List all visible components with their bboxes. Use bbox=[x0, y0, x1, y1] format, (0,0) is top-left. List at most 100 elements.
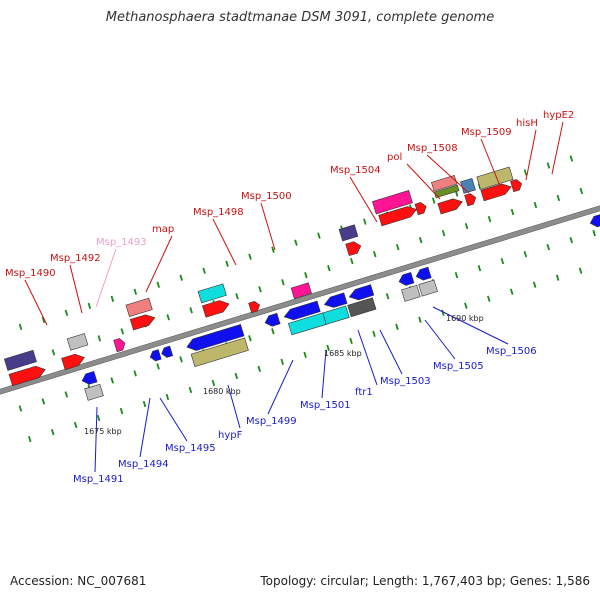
gene-cyan[interactable] bbox=[322, 305, 350, 325]
gene-steel[interactable] bbox=[460, 178, 476, 194]
gene-red[interactable] bbox=[414, 201, 428, 216]
gene-label-leader bbox=[321, 349, 327, 399]
scale-tick bbox=[510, 208, 515, 216]
gene-label-msp_1508[interactable]: Msp_1508 bbox=[407, 143, 458, 154]
gene-blue[interactable] bbox=[323, 292, 348, 310]
gene-gray[interactable] bbox=[66, 333, 89, 351]
gene-gray[interactable] bbox=[84, 383, 104, 401]
gene-blue[interactable] bbox=[397, 272, 415, 287]
gene-pink[interactable] bbox=[372, 190, 413, 215]
gene-dark[interactable] bbox=[347, 297, 377, 318]
gene-blue[interactable] bbox=[415, 266, 432, 282]
scale-tick bbox=[41, 316, 46, 323]
gene-red[interactable] bbox=[202, 298, 230, 318]
scale-tick bbox=[349, 337, 353, 344]
gene-label-msp_1509[interactable]: Msp_1509 bbox=[461, 127, 512, 138]
scale-tick bbox=[87, 302, 92, 309]
gene-label-leader bbox=[480, 138, 501, 187]
scale-tick bbox=[142, 400, 147, 408]
scale-tick bbox=[509, 288, 514, 295]
scale-tick bbox=[211, 379, 216, 387]
gene-cyan[interactable] bbox=[197, 283, 227, 304]
scale-label: 1690 kbp bbox=[446, 314, 484, 323]
gene-label-msp_1492[interactable]: Msp_1492 bbox=[50, 253, 101, 264]
scale-tick bbox=[51, 349, 56, 356]
gene-salmon[interactable] bbox=[125, 297, 153, 317]
scale-tick bbox=[418, 236, 423, 244]
gene-blue[interactable] bbox=[348, 284, 375, 303]
gene-label-msp_1503[interactable]: Msp_1503 bbox=[380, 376, 431, 387]
gene-label-leader bbox=[24, 279, 48, 326]
gene-label-map[interactable]: map bbox=[152, 224, 174, 235]
gene-red[interactable] bbox=[480, 182, 513, 202]
scale-tick bbox=[280, 358, 284, 366]
scale-tick bbox=[555, 274, 560, 281]
gene-label-leader bbox=[406, 163, 441, 200]
gene-red[interactable] bbox=[61, 352, 87, 371]
gene-blue[interactable] bbox=[589, 213, 600, 229]
gene-pink[interactable] bbox=[290, 282, 312, 299]
gene-blue[interactable] bbox=[149, 349, 162, 362]
scale-tick bbox=[248, 253, 252, 260]
gene-label-leader bbox=[145, 235, 173, 293]
gene-gray[interactable] bbox=[418, 279, 438, 297]
gene-label-ftr1[interactable]: ftr1 bbox=[355, 387, 373, 398]
gene-red[interactable] bbox=[248, 300, 261, 314]
scale-tick bbox=[294, 239, 298, 246]
scale-tick bbox=[372, 330, 376, 337]
gene-red[interactable] bbox=[464, 192, 478, 207]
gene-red[interactable] bbox=[8, 364, 47, 387]
gene-blue[interactable] bbox=[283, 300, 321, 322]
scale-tick bbox=[41, 398, 46, 405]
scale-tick bbox=[179, 274, 183, 281]
gene-label-msp_1499[interactable]: Msp_1499 bbox=[246, 416, 297, 427]
gene-label-hish[interactable]: hisH bbox=[516, 118, 538, 129]
gene-red[interactable] bbox=[378, 204, 419, 227]
gene-salmon[interactable] bbox=[430, 175, 458, 192]
scale-tick bbox=[556, 194, 561, 202]
scale-tick bbox=[464, 302, 468, 309]
scale-tick bbox=[64, 391, 69, 398]
gene-label-hypf[interactable]: hypF bbox=[218, 430, 243, 441]
gene-green[interactable] bbox=[433, 184, 460, 199]
gene-label-msp_1505[interactable]: Msp_1505 bbox=[433, 361, 484, 372]
scale-tick bbox=[165, 393, 170, 401]
gene-blue[interactable] bbox=[185, 324, 245, 352]
gene-label-msp_1500[interactable]: Msp_1500 bbox=[241, 191, 292, 202]
gene-label-msp_1494[interactable]: Msp_1494 bbox=[118, 459, 169, 470]
gene-label-pol[interactable]: pol bbox=[387, 152, 402, 163]
gene-label-msp_1490[interactable]: Msp_1490 bbox=[5, 268, 56, 279]
gene-olive[interactable] bbox=[476, 166, 514, 190]
scale-tick bbox=[533, 201, 538, 209]
gene-label-msp_1504[interactable]: Msp_1504 bbox=[330, 165, 381, 176]
scale-tick bbox=[592, 229, 596, 237]
gene-red[interactable] bbox=[129, 312, 156, 331]
gene-pink[interactable] bbox=[113, 337, 127, 353]
gene-gray[interactable] bbox=[401, 284, 421, 302]
gene-red[interactable] bbox=[345, 240, 363, 257]
gene-blue[interactable] bbox=[80, 371, 98, 386]
gene-label-msp_1491[interactable]: Msp_1491 bbox=[73, 474, 124, 485]
gene-red[interactable] bbox=[510, 178, 523, 193]
gene-label-msp_1501[interactable]: Msp_1501 bbox=[300, 400, 351, 411]
gene-label-msp_1498[interactable]: Msp_1498 bbox=[193, 207, 244, 218]
gene-blue[interactable] bbox=[160, 345, 174, 358]
gene-blue[interactable] bbox=[264, 312, 281, 328]
gene-red[interactable] bbox=[437, 196, 464, 215]
gene-label-leader bbox=[525, 129, 537, 181]
scale-tick bbox=[395, 323, 399, 330]
scale-tick bbox=[110, 295, 115, 302]
gene-purple[interactable] bbox=[3, 349, 37, 371]
scale-tick bbox=[133, 370, 137, 377]
gene-label-leader bbox=[139, 397, 151, 458]
gene-label-msp_1493[interactable]: Msp_1493 bbox=[96, 237, 147, 248]
scale-tick bbox=[97, 335, 102, 342]
gene-olive[interactable] bbox=[190, 337, 249, 368]
gene-purple[interactable] bbox=[338, 224, 359, 242]
gene-label-msp_1506[interactable]: Msp_1506 bbox=[486, 346, 537, 357]
scale-tick bbox=[487, 215, 492, 223]
gene-label-hype2[interactable]: hypE2 bbox=[543, 110, 574, 121]
gene-label-msp_1495[interactable]: Msp_1495 bbox=[165, 443, 216, 454]
scale-label: 1685 kbp bbox=[324, 349, 362, 358]
